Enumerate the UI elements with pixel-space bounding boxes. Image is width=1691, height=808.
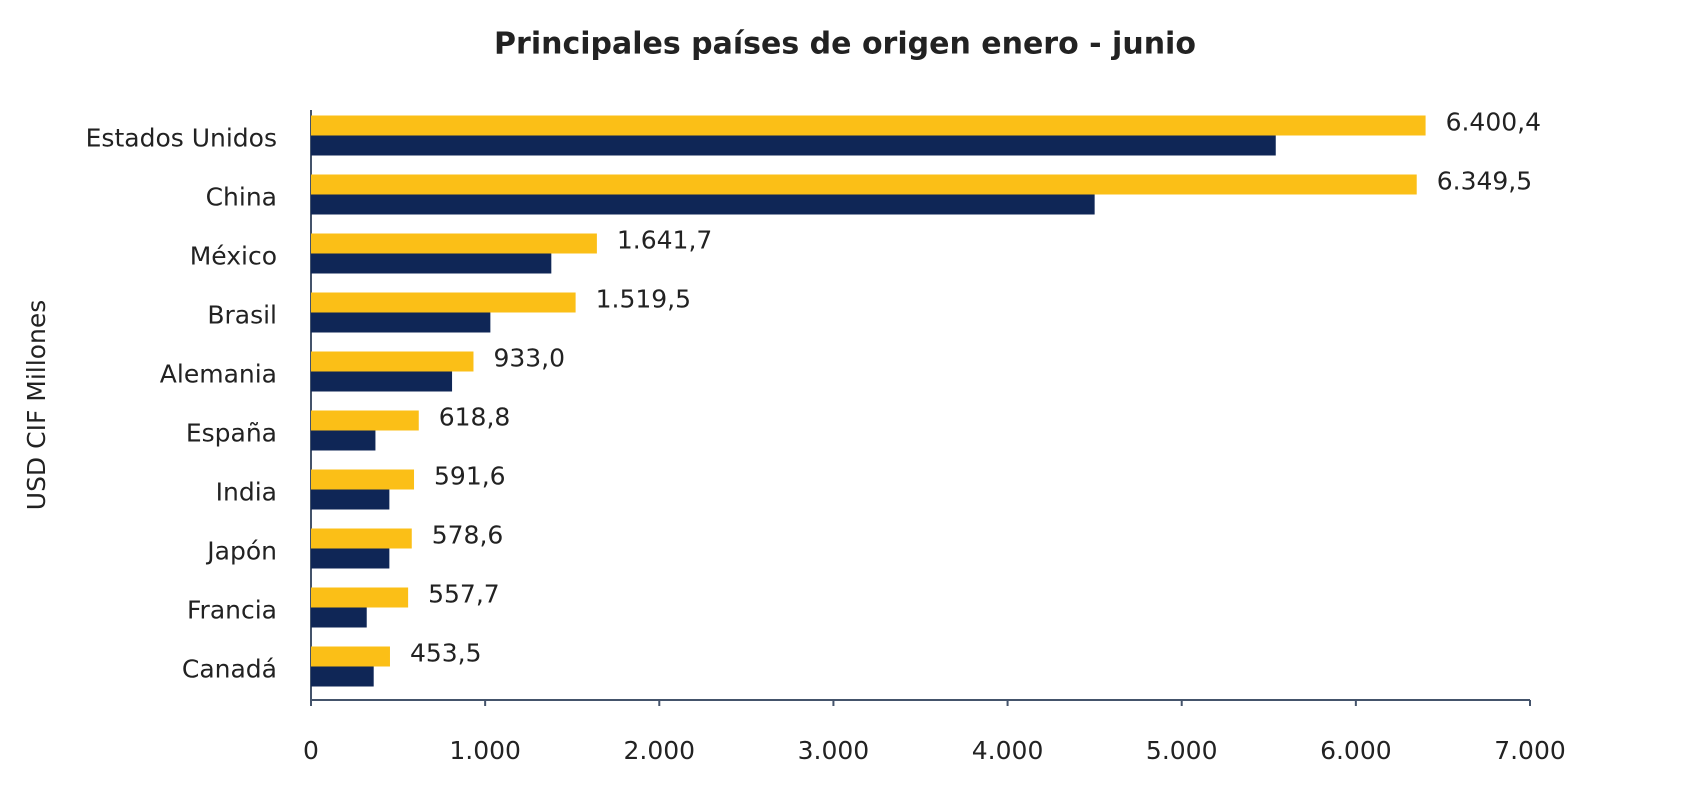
data-label: 933,0 xyxy=(493,344,565,373)
bar xyxy=(311,292,576,313)
bar xyxy=(311,115,1426,136)
bar xyxy=(311,312,491,333)
bar xyxy=(311,351,474,372)
bar xyxy=(311,469,415,490)
bar xyxy=(311,646,390,667)
x-tick-label: 7.000 xyxy=(1494,736,1566,765)
bar xyxy=(311,528,412,549)
y-tick-label: Japón xyxy=(205,537,277,566)
x-tick-label: 0 xyxy=(303,736,319,765)
x-tick-label: 4.000 xyxy=(972,736,1044,765)
bar xyxy=(311,410,419,431)
y-tick-label: Francia xyxy=(187,596,277,625)
y-tick-label: Canadá xyxy=(182,655,277,684)
bar xyxy=(311,548,390,569)
bar xyxy=(311,233,597,254)
bar xyxy=(311,489,390,510)
data-label: 453,5 xyxy=(410,639,482,668)
y-tick-label: Brasil xyxy=(207,301,277,330)
data-label: 1.641,7 xyxy=(617,226,712,255)
y-tick-label: Alemania xyxy=(160,360,277,389)
data-label: 6.400,4 xyxy=(1446,108,1541,137)
data-label: 557,7 xyxy=(428,580,500,609)
x-tick-label: 5.000 xyxy=(1146,736,1218,765)
bar xyxy=(311,371,453,392)
bar xyxy=(311,174,1417,195)
y-axis-title: USD CIF Millones xyxy=(22,300,51,510)
y-tick-label: Estados Unidos xyxy=(86,124,277,153)
bar xyxy=(311,253,552,274)
bar xyxy=(311,666,374,687)
data-label: 578,6 xyxy=(432,521,504,550)
bar xyxy=(311,587,409,608)
bar xyxy=(311,135,1276,156)
y-tick-label: China xyxy=(206,183,277,212)
chart-title: Principales países de origen enero - jun… xyxy=(494,27,1196,62)
x-tick-label: 2.000 xyxy=(623,736,695,765)
data-label: 1.519,5 xyxy=(596,285,691,314)
x-tick-label: 3.000 xyxy=(798,736,870,765)
y-tick-label: México xyxy=(190,242,277,271)
bar xyxy=(311,430,376,451)
data-label: 618,8 xyxy=(439,403,511,432)
data-label: 591,6 xyxy=(434,462,506,491)
data-label: 6.349,5 xyxy=(1437,167,1532,196)
bar xyxy=(311,194,1095,215)
y-tick-label: India xyxy=(216,478,277,507)
x-tick-label: 1.000 xyxy=(449,736,521,765)
y-tick-label: España xyxy=(186,419,277,448)
x-tick-label: 6.000 xyxy=(1320,736,1392,765)
bar xyxy=(311,607,367,628)
